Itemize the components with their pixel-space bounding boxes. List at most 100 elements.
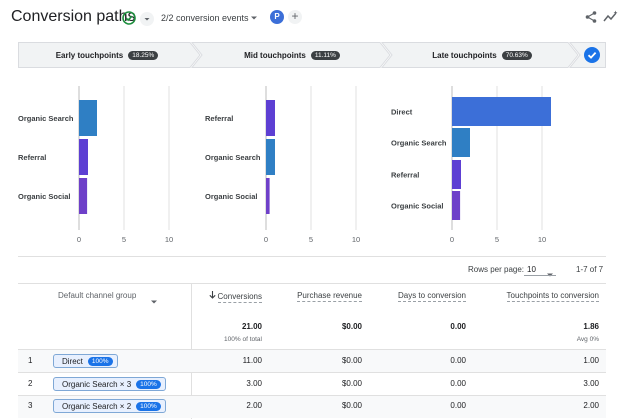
path-badge: 100%	[136, 379, 161, 389]
title-dropdown-button[interactable]	[140, 12, 154, 26]
column-header-purchase-revenue[interactable]: Purchase revenue	[297, 291, 362, 302]
cell-conversions: 2.00	[246, 401, 262, 410]
category-label: Organic Social	[205, 192, 258, 201]
total-days-to-conversion: 0.00	[450, 322, 466, 331]
caret-down-icon[interactable]	[150, 293, 158, 311]
touchpoint-percent-badge: 11.11%	[310, 50, 340, 60]
column-header-label: Conversions	[217, 292, 262, 303]
path-chip[interactable]: Organic Search × 3 100%	[53, 377, 166, 391]
category-label: Referral	[391, 171, 419, 180]
tick-label: 5	[309, 235, 313, 244]
avatar[interactable]: P	[270, 10, 284, 24]
bar[interactable]	[452, 128, 470, 157]
column-header-label: Touchpoints to conversion	[506, 291, 599, 302]
bar[interactable]	[452, 191, 461, 220]
category-label: Organic Social	[18, 192, 71, 201]
page-header: Conversion paths 2/2 conversion events P…	[0, 0, 624, 38]
cell-touchpoints: 3.00	[583, 379, 599, 388]
late-touchpoints-chart-svg: 0 5 10 Direct Organic Search Referral Organic …	[391, 86, 551, 244]
pagination-range: 1-7 of 7	[576, 265, 604, 274]
total-conversions-sub: 100% of total	[224, 336, 262, 343]
column-header-touchpoints-to-conversion[interactable]: Touchpoints to conversion	[506, 291, 599, 302]
bar[interactable]	[266, 139, 275, 175]
caret-down-icon	[144, 18, 150, 21]
cell-conversions: 11.00	[242, 356, 262, 365]
tick-label: 5	[495, 235, 499, 244]
path-chip[interactable]: Organic Search × 2 100%	[53, 399, 166, 413]
total-purchase-revenue: $0.00	[341, 322, 362, 331]
row-index: 1	[28, 356, 33, 365]
caret-down-icon[interactable]	[250, 14, 258, 22]
touchpoint-percent-badge: 70.63%	[501, 50, 532, 60]
bar[interactable]	[266, 178, 270, 214]
category-label: Organic Search	[18, 114, 74, 123]
category-label: Organic Search	[205, 153, 261, 162]
rows-per-page-label: Rows per page:	[468, 265, 525, 274]
bar[interactable]	[79, 100, 97, 136]
column-header-days-to-conversion[interactable]: Days to conversion	[397, 291, 466, 302]
share-icon[interactable]	[584, 10, 598, 29]
cell-purchase-revenue: $0.00	[341, 401, 362, 410]
tab-mid-touchpoints[interactable]: Mid touchpoints 11.11%	[200, 42, 384, 68]
tick-label: 0	[77, 235, 81, 244]
arrow-down-icon	[208, 291, 216, 301]
bar[interactable]	[452, 160, 461, 189]
cell-days-to-conversion: 0.00	[450, 356, 466, 365]
divider	[18, 256, 606, 257]
row-index: 3	[28, 401, 33, 410]
conversion-events-selector[interactable]: 2/2 conversion events	[161, 13, 249, 23]
mid-touchpoints-chart-svg: 0 5 10 Referral Organic Search Organic Social	[205, 86, 360, 244]
rows-per-page-select[interactable]: 10	[527, 265, 536, 274]
bar[interactable]	[79, 139, 88, 175]
category-label: Organic Search	[391, 139, 447, 148]
path-label: Organic Search × 2	[62, 401, 132, 411]
tick-label: 10	[165, 235, 173, 244]
early-touchpoints-chart-svg: 0 5 10 Organic Search Referral Organic Social	[18, 86, 173, 244]
cell-conversions: 3.00	[246, 379, 262, 388]
bar[interactable]	[79, 178, 88, 214]
path-label: Organic Search × 3	[62, 379, 132, 389]
column-header-label: Purchase revenue	[297, 291, 362, 302]
bar[interactable]	[266, 100, 275, 136]
tick-label: 0	[450, 235, 454, 244]
dimension-header[interactable]: Default channel group	[58, 291, 137, 300]
add-comparison-button[interactable]: +	[288, 10, 302, 24]
path-label: Direct	[62, 356, 83, 366]
touchpoint-label: Late touchpoints	[432, 50, 497, 60]
select-underline	[524, 275, 556, 276]
column-header-conversions[interactable]: Conversions	[208, 291, 262, 303]
tick-label: 10	[352, 235, 360, 244]
cell-purchase-revenue: $0.00	[341, 379, 362, 388]
check-circle-icon	[122, 11, 136, 25]
touchpoint-percent-badge: 18.25%	[128, 50, 159, 60]
cell-touchpoints: 1.00	[583, 356, 599, 365]
total-conversions: 21.00	[241, 322, 262, 331]
early-touchpoints-chart: 0 5 10 Organic Search Referral Organic Social	[18, 80, 188, 250]
row-index: 2	[28, 379, 33, 388]
path-chip[interactable]: Direct 100%	[53, 354, 118, 368]
cell-touchpoints: 2.00	[583, 401, 599, 410]
cell-purchase-revenue: $0.00	[341, 356, 362, 365]
insights-icon[interactable]	[603, 10, 619, 29]
table-top-border	[18, 283, 606, 284]
page-title: Conversion paths	[11, 8, 136, 25]
tick-label: 10	[538, 235, 546, 244]
apply-touchpoints-button[interactable]	[584, 47, 600, 63]
cell-days-to-conversion: 0.00	[450, 379, 466, 388]
bar[interactable]	[452, 97, 551, 126]
category-label: Referral	[205, 114, 233, 123]
category-label: Direct	[391, 108, 413, 117]
total-touchpoints: 1.86	[583, 322, 599, 331]
row-divider	[18, 395, 606, 396]
tab-early-touchpoints[interactable]: Early touchpoints 18.25%	[18, 42, 196, 68]
category-label: Referral	[18, 153, 46, 162]
category-label: Organic Social	[391, 202, 444, 211]
table-row[interactable]	[18, 350, 606, 372]
tick-label: 5	[122, 235, 126, 244]
tick-label: 0	[264, 235, 268, 244]
tab-late-touchpoints[interactable]: Late touchpoints 70.63%	[390, 42, 574, 68]
check-icon	[587, 51, 597, 59]
totals-divider	[18, 349, 606, 350]
path-badge: 100%	[87, 356, 113, 366]
total-touchpoints-sub: Avg 0%	[576, 336, 599, 343]
